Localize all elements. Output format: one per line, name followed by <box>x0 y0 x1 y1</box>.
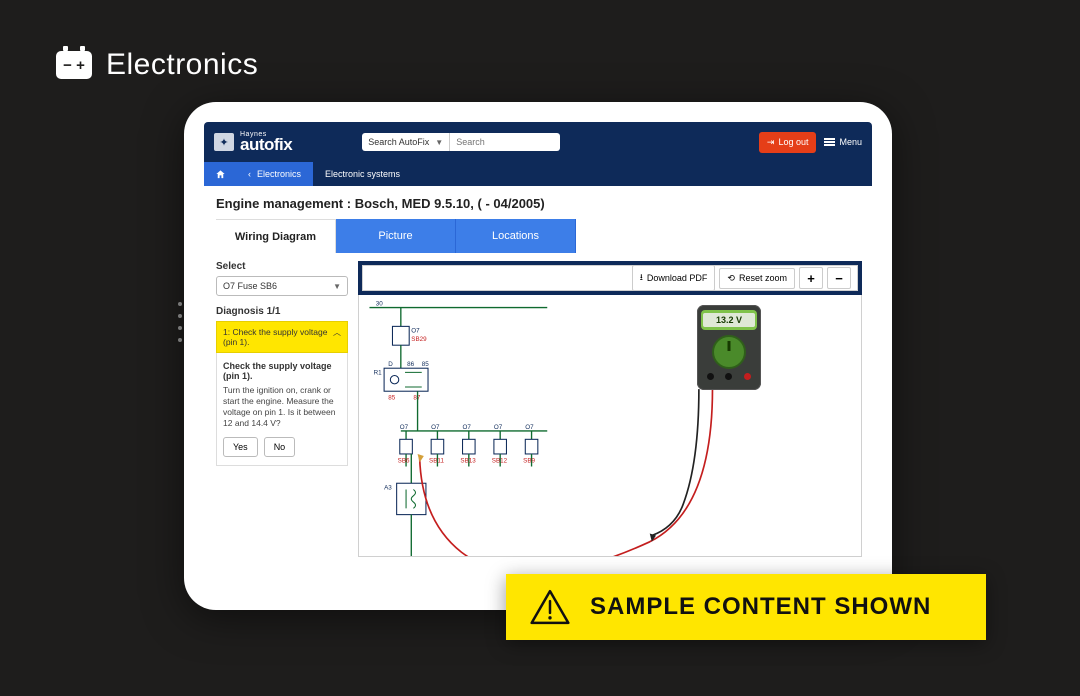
chevron-down-icon: ▼ <box>333 282 341 291</box>
yes-button[interactable]: Yes <box>223 437 258 457</box>
breadcrumb-electronics[interactable]: ‹ Electronics <box>236 162 313 186</box>
multimeter: 13.2 V <box>697 305 761 390</box>
diagram-svg: 30 O7 SB29 R1 D <box>359 295 861 557</box>
svg-text:A3: A3 <box>384 485 392 492</box>
component-select[interactable]: O7 Fuse SB6 ▼ <box>216 276 348 296</box>
logout-label: Log out <box>778 137 808 147</box>
breadcrumb: ‹ Electronics Electronic systems <box>204 162 872 186</box>
svg-text:O7: O7 <box>525 424 534 431</box>
svg-text:O7: O7 <box>400 424 409 431</box>
warning-icon <box>530 589 570 625</box>
no-button[interactable]: No <box>264 437 296 457</box>
svg-text:30: 30 <box>376 300 383 307</box>
menu-button[interactable]: Menu <box>824 137 862 148</box>
svg-text:85: 85 <box>388 395 395 402</box>
diagnosis-accordion: 1: Check the supply voltage (pin 1). ︿ <box>216 321 348 353</box>
app-bar: ✦ Haynes autofix Search AutoFix ▼ ⇥ Log … <box>204 122 872 162</box>
search-scope[interactable]: Search AutoFix ▼ <box>362 133 450 151</box>
meter-dial <box>712 335 746 369</box>
meter-reading: 13.2 V <box>703 313 755 327</box>
download-pdf-label: Download PDF <box>647 273 708 283</box>
zoom-in-button[interactable]: + <box>799 267 823 289</box>
sample-content-banner: SAMPLE CONTENT SHOWN <box>506 574 986 640</box>
download-icon: ⭳ <box>640 270 643 286</box>
sample-banner-text: SAMPLE CONTENT SHOWN <box>590 593 931 621</box>
wiring-diagram[interactable]: 30 O7 SB29 R1 D <box>358 295 862 557</box>
chevron-left-icon: ‹ <box>248 169 251 179</box>
svg-text:O7: O7 <box>411 328 420 335</box>
page-title-outer: Electronics <box>106 48 258 82</box>
battery-icon: − + <box>56 51 92 79</box>
menu-label: Menu <box>839 137 862 147</box>
app-screen: ✦ Haynes autofix Search AutoFix ▼ ⇥ Log … <box>204 122 872 590</box>
breadcrumb-elesys-label: Electronic systems <box>325 169 400 179</box>
meter-port-black <box>725 373 732 380</box>
brand-icon: ✦ <box>214 133 234 151</box>
svg-text:SB11: SB11 <box>429 457 444 464</box>
svg-text:O7: O7 <box>463 424 472 431</box>
tab-wiring-diagram[interactable]: Wiring Diagram <box>216 219 336 253</box>
diagram-panel: ⭳ Download PDF ⟲ Reset zoom + − <box>354 253 872 590</box>
brand[interactable]: ✦ Haynes autofix <box>214 131 292 153</box>
accordion-header-label: 1: Check the supply voltage (pin 1). <box>223 327 329 347</box>
svg-text:O7: O7 <box>431 424 440 431</box>
page-dots <box>178 302 182 342</box>
breadcrumb-home[interactable] <box>204 162 236 186</box>
svg-text:SB12: SB12 <box>492 457 508 464</box>
reset-zoom-label: Reset zoom <box>739 273 787 283</box>
breadcrumb-electronics-label: Electronics <box>257 169 301 179</box>
tab-locations[interactable]: Locations <box>456 219 576 253</box>
chevron-down-icon: ▼ <box>435 138 443 147</box>
breadcrumb-electronic-systems[interactable]: Electronic systems <box>313 162 872 186</box>
select-label: Select <box>216 261 348 272</box>
svg-text:D: D <box>388 361 393 368</box>
left-panel: Select O7 Fuse SB6 ▼ Diagnosis 1/1 1: Ch… <box>204 253 354 590</box>
content-body: Select O7 Fuse SB6 ▼ Diagnosis 1/1 1: Ch… <box>204 253 872 590</box>
meter-port-red <box>744 373 751 380</box>
tab-picture[interactable]: Picture <box>336 219 456 253</box>
diagnosis-body-title: Check the supply voltage (pin 1). <box>223 361 341 381</box>
svg-text:86: 86 <box>407 361 414 368</box>
svg-text:SB29: SB29 <box>411 336 427 343</box>
svg-text:85: 85 <box>422 361 429 368</box>
svg-text:R1: R1 <box>374 369 383 376</box>
reset-icon: ⟲ <box>727 273 735 284</box>
diagnosis-heading: Diagnosis 1/1 <box>216 306 348 317</box>
reset-zoom-button[interactable]: ⟲ Reset zoom <box>719 268 795 289</box>
download-pdf-button[interactable]: ⭳ Download PDF <box>632 265 716 291</box>
page-header: − + Electronics <box>56 48 258 82</box>
tabs: Wiring Diagram Picture Locations <box>204 219 872 253</box>
svg-text:SB9: SB9 <box>523 457 535 464</box>
diagram-toolbar: ⭳ Download PDF ⟲ Reset zoom + − <box>362 265 858 291</box>
hamburger-icon <box>824 137 835 148</box>
svg-text:SB13: SB13 <box>460 457 476 464</box>
zoom-out-button[interactable]: − <box>827 267 851 289</box>
brand-bottom: autofix <box>240 136 292 153</box>
accordion-body: Check the supply voltage (pin 1). Turn t… <box>216 353 348 466</box>
search: Search AutoFix ▼ <box>362 133 560 151</box>
logout-icon: ⇥ <box>767 137 775 148</box>
home-icon <box>215 169 226 180</box>
diagnosis-body-text: Turn the ignition on, crank or start the… <box>223 385 341 429</box>
select-value: O7 Fuse SB6 <box>223 281 277 291</box>
search-scope-label: Search AutoFix <box>368 137 429 147</box>
logout-button[interactable]: ⇥ Log out <box>759 132 817 153</box>
page-title: Engine management : Bosch, MED 9.5.10, (… <box>204 186 872 219</box>
search-input[interactable] <box>450 133 560 151</box>
meter-port-black <box>707 373 714 380</box>
accordion-header[interactable]: 1: Check the supply voltage (pin 1). ︿ <box>217 322 347 352</box>
chevron-up-icon: ︿ <box>333 327 341 338</box>
tablet-frame: ✦ Haynes autofix Search AutoFix ▼ ⇥ Log … <box>184 102 892 610</box>
svg-text:O7: O7 <box>494 424 503 431</box>
svg-text:SB6: SB6 <box>398 457 410 464</box>
